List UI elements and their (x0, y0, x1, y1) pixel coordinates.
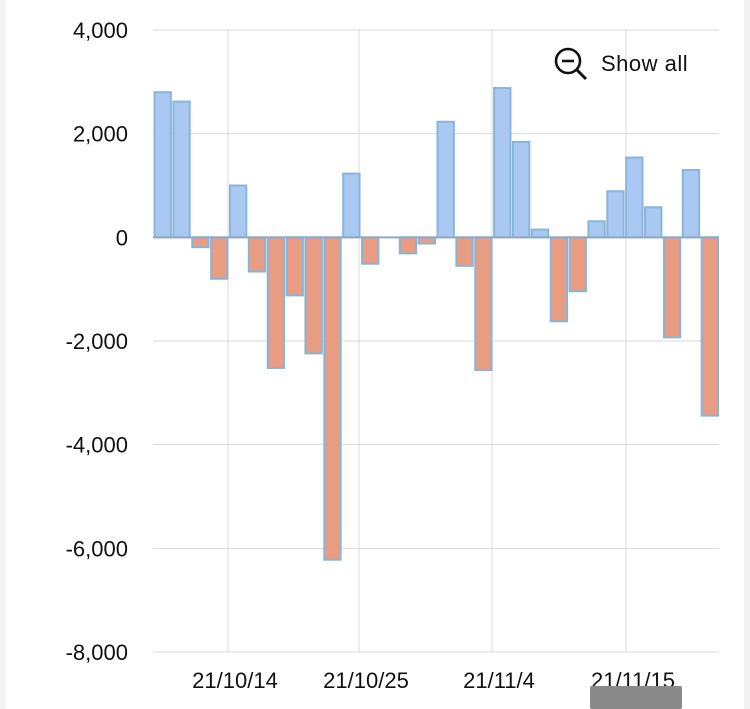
bar[interactable] (342, 172, 361, 239)
bar[interactable] (228, 184, 248, 239)
bar[interactable] (530, 228, 550, 239)
bar-series (153, 87, 720, 561)
bar[interactable] (172, 100, 191, 239)
bar[interactable] (662, 236, 682, 339)
bar[interactable] (625, 156, 644, 239)
y-tick-label: 0 (116, 225, 128, 250)
left-frame-border (0, 0, 6, 709)
bar[interactable] (474, 236, 493, 372)
bar[interactable] (606, 190, 625, 239)
bar[interactable] (153, 91, 172, 239)
bar[interactable] (398, 236, 418, 255)
bar[interactable] (436, 120, 455, 239)
show-all-button[interactable]: Show all (553, 44, 688, 84)
bar[interactable] (493, 87, 512, 239)
gridlines (153, 29, 719, 653)
bar[interactable] (285, 236, 304, 297)
horizontal-scrollbar-thumb[interactable] (590, 686, 682, 709)
y-tick-label: -4,000 (66, 433, 128, 458)
bar[interactable] (549, 236, 569, 323)
bar[interactable] (700, 236, 720, 417)
bar[interactable] (568, 236, 587, 293)
y-tick-label: 2,000 (73, 122, 128, 147)
bar[interactable] (361, 236, 380, 265)
bar[interactable] (247, 236, 267, 273)
bar[interactable] (455, 236, 474, 267)
bar[interactable] (323, 236, 342, 561)
show-all-label: Show all (601, 51, 689, 76)
bar[interactable] (304, 236, 323, 355)
y-axis-tick-labels: 4,000 2,000 0 -2,000 -4,000 -6,000 -8,000 (66, 18, 128, 665)
right-frame-border (744, 0, 750, 709)
x-tick-label: 21/10/14 (192, 668, 278, 693)
y-tick-label: -2,000 (66, 329, 128, 354)
x-tick-label: 21/10/25 (323, 668, 409, 693)
y-tick-label: 4,000 (73, 18, 128, 43)
bar[interactable] (210, 236, 229, 280)
bar[interactable] (681, 168, 701, 239)
bar[interactable] (266, 236, 286, 369)
bar[interactable] (587, 220, 606, 239)
bar[interactable] (644, 206, 663, 239)
y-tick-label: -8,000 (66, 640, 128, 665)
bar[interactable] (191, 236, 210, 249)
x-tick-label: 21/11/4 (463, 668, 535, 693)
y-tick-label: -6,000 (66, 536, 128, 561)
zoom-out-icon (553, 46, 589, 82)
bar[interactable] (511, 140, 531, 239)
